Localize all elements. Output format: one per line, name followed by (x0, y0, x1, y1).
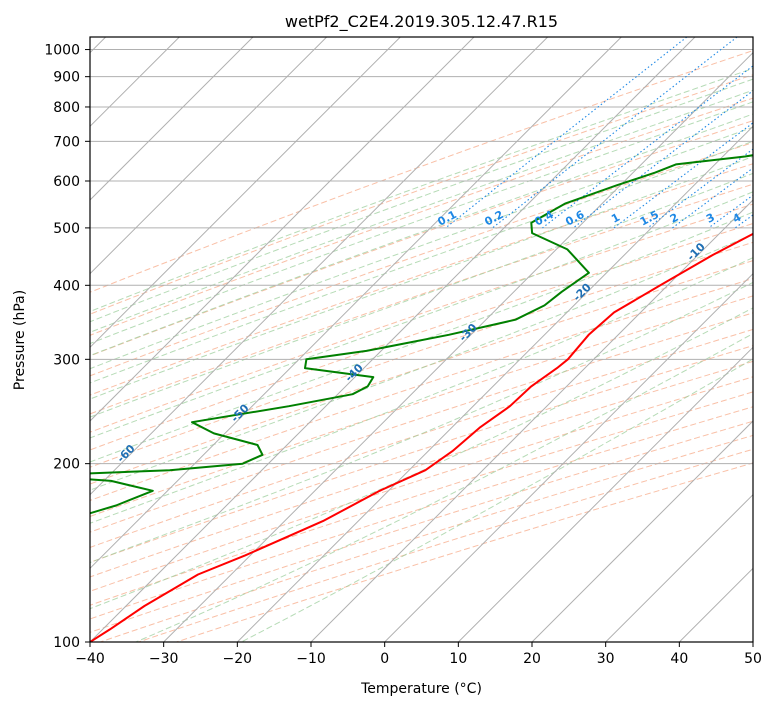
moist-adiabat-line (241, 358, 753, 642)
y-tick-label: 500 (53, 221, 80, 237)
dry-adiabat-line (90, 241, 753, 468)
mixing-ratio-label: 6 (770, 211, 775, 226)
y-tick-label: 100 (53, 635, 80, 651)
x-tick-label: 10 (449, 651, 467, 667)
dry-adiabat-line (90, 50, 753, 293)
isotherm-line (90, 37, 622, 570)
dry-adiabat-line (90, 277, 753, 501)
dry-adiabat-line (90, 142, 753, 377)
isotherm-line (236, 125, 753, 642)
x-tick-label: 40 (670, 651, 688, 667)
mixing-ratio-line (542, 65, 753, 229)
y-tick-label: 600 (53, 174, 80, 190)
moist-adiabat-line (135, 333, 753, 642)
y-tick-label: 400 (53, 278, 80, 294)
isotherm-line (163, 51, 753, 642)
x-tick-label: 30 (597, 651, 615, 667)
dry-adiabat-line (90, 420, 753, 633)
mixing-ratio-line (572, 90, 753, 229)
dry-adiabat-label: -70 (0, 482, 23, 505)
isotherm-line (90, 37, 328, 275)
y-tick-label: 300 (53, 352, 80, 368)
dry-adiabat-line (90, 312, 753, 533)
isotherm-line (752, 641, 753, 642)
x-axis-label: Temperature (°C) (360, 681, 482, 697)
plot-frame (89, 36, 754, 643)
isotherm-line (90, 37, 549, 496)
x-tick-label: −10 (296, 651, 326, 667)
x-tick-label: 20 (523, 651, 541, 667)
dry-adiabat-line (90, 74, 753, 315)
dry-adiabat-line (90, 222, 753, 451)
dry-adiabat-line (176, 462, 753, 642)
x-tick-label: 0 (380, 651, 389, 667)
x-tick-label: −40 (75, 651, 105, 667)
chart-title: wetPf2_C2E4.2019.305.12.47.R15 (285, 12, 558, 32)
dry-adiabat-line (90, 360, 753, 578)
isotherm-line (90, 37, 254, 201)
isotherm-line (90, 37, 475, 422)
y-tick-label: 700 (53, 134, 80, 150)
moist-adiabat-line (90, 67, 753, 313)
dry-adiabat-line (138, 448, 753, 642)
moist-adiabat-line (90, 140, 753, 384)
x-tick-label: 50 (744, 651, 762, 667)
mixing-ratio-line (672, 167, 753, 229)
moist-adiabat-line (90, 257, 753, 524)
isotherm-line (90, 37, 696, 642)
y-tick-label: 1000 (44, 43, 80, 59)
grid-layer (90, 37, 753, 642)
dry-adiabat-line (100, 434, 753, 642)
isotherm-line (457, 346, 753, 642)
moist-adiabat-line (90, 233, 753, 491)
isotherm-line (531, 420, 753, 642)
axis-ticks: −40 −30 −20 −10 0 10 20 30 40 50 100 200 300 400 500 60… (44, 43, 762, 667)
moist-adiabat-line (90, 172, 753, 418)
moist-adiabat-line (90, 89, 753, 333)
y-tick-label: 800 (53, 100, 80, 116)
isotherm-line (605, 493, 753, 642)
moist-adiabat-line (90, 211, 753, 463)
moist-adiabat-line (90, 126, 753, 370)
x-tick-label: −30 (149, 651, 179, 667)
dry-adiabat-line (90, 97, 753, 336)
moist-adiabat-line (90, 307, 753, 610)
sounding-curves (90, 154, 753, 642)
moist-adiabat-line (90, 113, 753, 357)
dry-adiabat-line (90, 328, 753, 548)
isotherm-line (310, 199, 753, 642)
dry-adiabat-line (90, 163, 753, 396)
moist-adiabat-line (90, 281, 753, 564)
x-tick-label: −20 (223, 651, 253, 667)
isotherm-line (384, 272, 753, 642)
y-tick-label: 200 (53, 457, 80, 473)
y-axis-label: Pressure (hPa) (12, 290, 28, 390)
isotherm-line (90, 37, 401, 349)
moist-adiabat-line (90, 156, 753, 400)
mixing-ratio-line (492, 37, 738, 229)
temperature-curve (90, 232, 753, 642)
dewpoint-curve (90, 154, 753, 515)
moist-adiabat-line (90, 101, 753, 345)
y-tick-label: 900 (53, 70, 80, 86)
